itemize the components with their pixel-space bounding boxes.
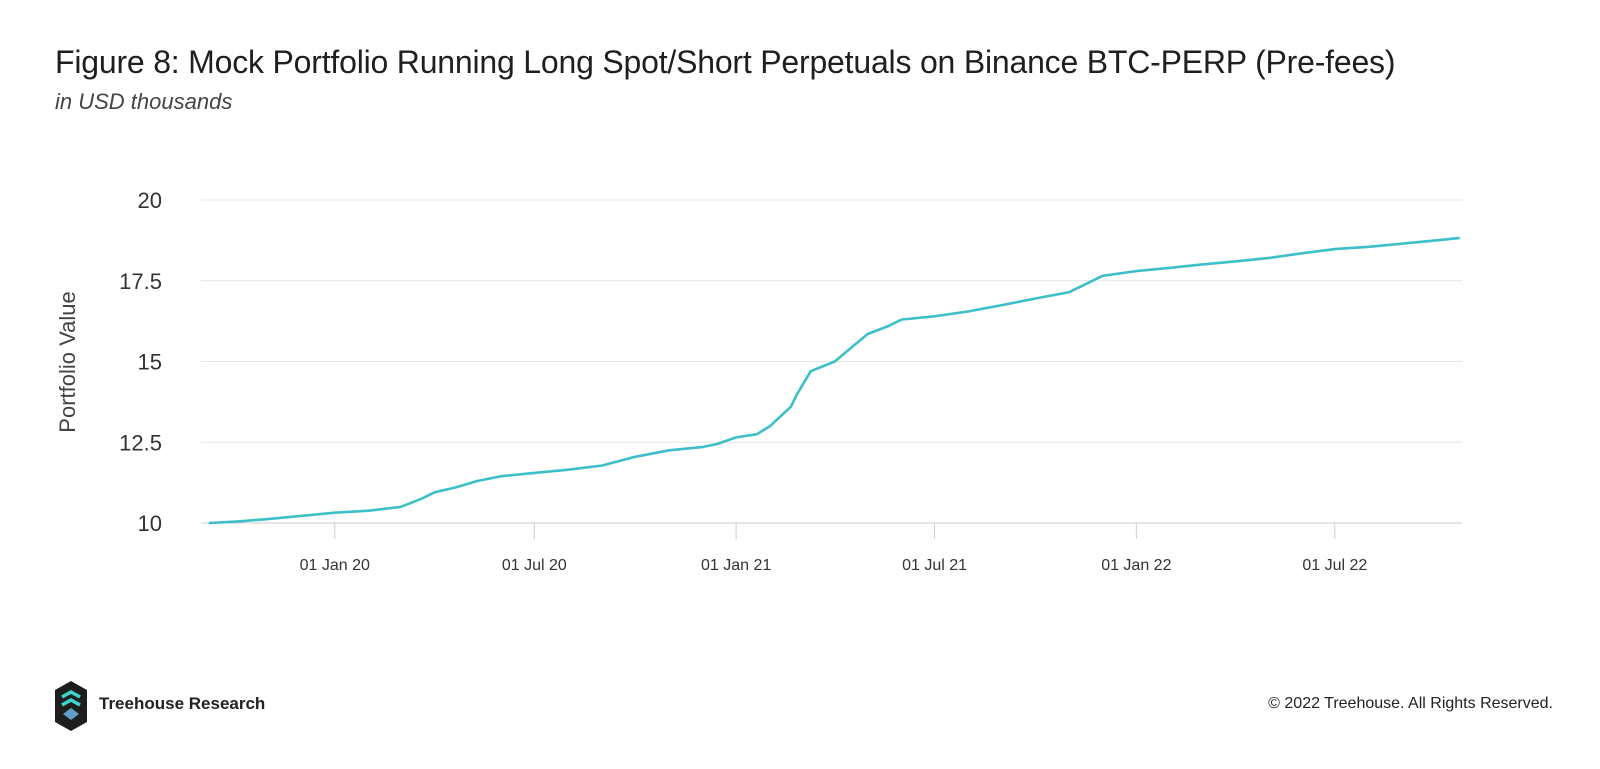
x-axis: 01 Jan 20 01 Jul 20 01 Jan 21 01 Jul 21 01 J… <box>300 523 1367 574</box>
data-point <box>400 506 401 507</box>
data-point <box>238 521 239 522</box>
data-point <box>209 523 210 524</box>
data-point <box>1235 261 1236 262</box>
data-point <box>368 510 369 511</box>
x-tick-label: 01 Jan 22 <box>1101 557 1171 574</box>
y-axis-label: Portfolio Value <box>55 291 80 432</box>
copyright-notice: © 2022 Treehouse. All Rights Reserved. <box>1268 695 1553 712</box>
x-tick-label: 01 Jul 22 <box>1302 557 1367 574</box>
series-layer <box>208 236 1460 525</box>
x-tick-label: 01 Jan 20 <box>300 557 370 574</box>
y-tick-label: 12.5 <box>119 430 162 455</box>
data-point <box>790 406 791 407</box>
line-chart: 01 Jan 20 01 Jul 20 01 Jan 21 01 Jul 21 01 J… <box>55 188 1462 574</box>
data-point <box>421 498 422 499</box>
x-tick-label: 01 Jan 21 <box>701 557 771 574</box>
data-point <box>267 519 268 520</box>
brand-name: Treehouse Research <box>99 694 266 713</box>
data-point <box>455 487 456 488</box>
data-point <box>669 450 670 451</box>
data-point <box>1301 253 1302 254</box>
data-point <box>702 447 703 448</box>
x-tick-label: 01 Jul 21 <box>902 557 967 574</box>
data-point <box>1102 275 1103 276</box>
data-point <box>434 492 435 493</box>
chart-title: Figure 8: Mock Portfolio Running Long Sp… <box>55 44 1396 80</box>
data-point <box>1334 249 1335 250</box>
treehouse-logo-icon <box>55 681 87 731</box>
data-point <box>850 348 851 349</box>
data-point <box>1267 258 1268 259</box>
y-tick-label: 20 <box>138 188 162 213</box>
x-tick-label: 01 Jul 20 <box>502 557 567 574</box>
data-point <box>1002 305 1003 306</box>
data-point <box>534 472 535 473</box>
data-point <box>568 469 569 470</box>
data-point <box>602 465 603 466</box>
data-point <box>717 443 718 444</box>
data-point <box>334 512 335 513</box>
data-point <box>477 481 478 482</box>
data-point <box>736 437 737 438</box>
data-point <box>1435 240 1436 241</box>
data-point <box>934 316 935 317</box>
y-tick-label: 10 <box>138 511 162 536</box>
data-point <box>1035 298 1036 299</box>
data-point <box>1402 243 1403 244</box>
data-point <box>1069 292 1070 293</box>
data-point <box>1201 264 1202 265</box>
data-point <box>1136 271 1137 272</box>
data-point <box>888 326 889 327</box>
data-point <box>968 311 969 312</box>
data-point <box>810 371 811 372</box>
y-tick-label: 15 <box>138 350 162 375</box>
y-tick-label: 17.5 <box>119 269 162 294</box>
data-point <box>501 476 502 477</box>
data-point <box>1458 238 1459 239</box>
data-point <box>901 319 902 320</box>
data-point <box>867 334 868 335</box>
data-point <box>1368 246 1369 247</box>
data-point <box>300 515 301 516</box>
chart-subtitle: in USD thousands <box>55 89 233 114</box>
data-point <box>834 361 835 362</box>
series-line <box>208 236 1460 525</box>
data-point <box>770 426 771 427</box>
data-point <box>796 395 797 396</box>
y-axis: 10 12.5 15 17.5 20 <box>119 188 162 536</box>
data-point <box>635 456 636 457</box>
data-point <box>1170 267 1171 268</box>
data-point <box>756 434 757 435</box>
